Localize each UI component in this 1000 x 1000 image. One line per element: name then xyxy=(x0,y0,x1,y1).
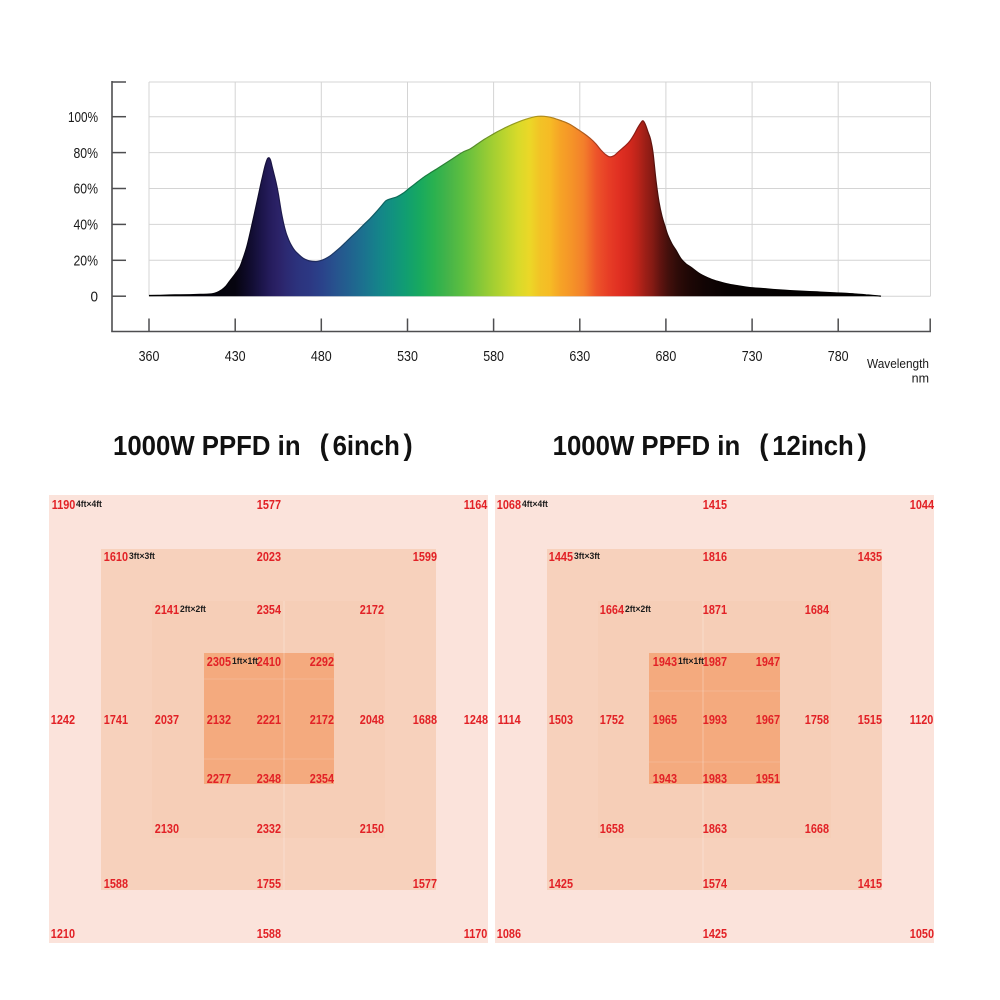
svg-text:430: 430 xyxy=(225,349,246,365)
svg-text:20%: 20% xyxy=(74,253,99,270)
svg-text:60%: 60% xyxy=(74,181,99,198)
svg-text:100%: 100% xyxy=(68,109,98,126)
svg-text:580: 580 xyxy=(483,349,504,365)
svg-text:630: 630 xyxy=(569,349,590,365)
svg-text:40%: 40% xyxy=(74,217,99,234)
svg-text:80%: 80% xyxy=(74,145,99,162)
svg-text:Wavelength: Wavelength xyxy=(867,357,929,371)
svg-text:780: 780 xyxy=(828,349,849,365)
svg-text:nm: nm xyxy=(912,372,929,386)
svg-text:360: 360 xyxy=(139,349,160,365)
svg-text:680: 680 xyxy=(656,349,677,365)
svg-text:480: 480 xyxy=(311,349,332,365)
svg-text:530: 530 xyxy=(397,349,418,365)
svg-text:0: 0 xyxy=(91,288,99,305)
svg-text:730: 730 xyxy=(742,349,763,365)
